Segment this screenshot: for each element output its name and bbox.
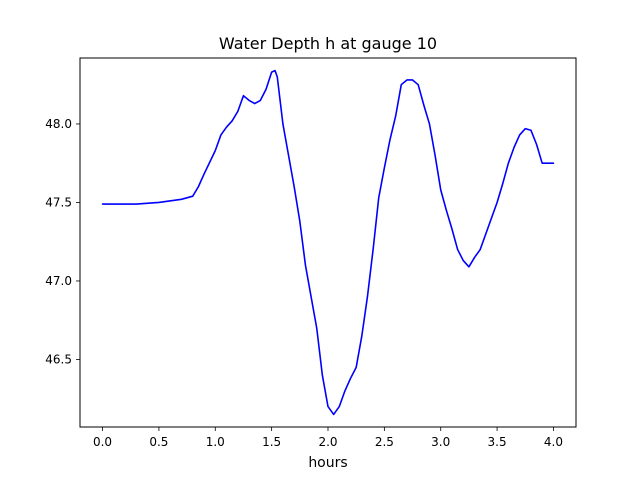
x-tick-label: 3.0 <box>431 435 450 449</box>
series-layer <box>101 69 555 416</box>
x-tick-label: 2.0 <box>318 435 337 449</box>
plot-area <box>79 57 577 428</box>
x-tick-label: 1.5 <box>262 435 281 449</box>
chart-title: Water Depth h at gauge 10 <box>219 34 437 53</box>
x-tick-label: 3.5 <box>488 435 507 449</box>
y-tick-label: 47.0 <box>45 274 72 288</box>
series-line-0 <box>101 69 555 416</box>
x-tick-label: 0.0 <box>93 435 112 449</box>
plot-frame <box>79 57 577 428</box>
x-axis-label: hours <box>308 455 347 471</box>
x-axis: 0.0 0.5 1.0 1.5 2.0 2.5 3.0 3.5 4.0 <box>93 427 563 449</box>
x-tick-label: 0.5 <box>149 435 168 449</box>
x-tick-label: 2.5 <box>375 435 394 449</box>
y-tick-label: 48.0 <box>45 117 72 131</box>
y-axis: 46.5 47.0 47.5 48.0 <box>45 117 80 366</box>
x-tick-label: 4.0 <box>544 435 563 449</box>
x-tick-label: 1.0 <box>206 435 225 449</box>
y-tick-label: 47.5 <box>45 195 72 209</box>
y-tick-label: 46.5 <box>45 352 72 366</box>
